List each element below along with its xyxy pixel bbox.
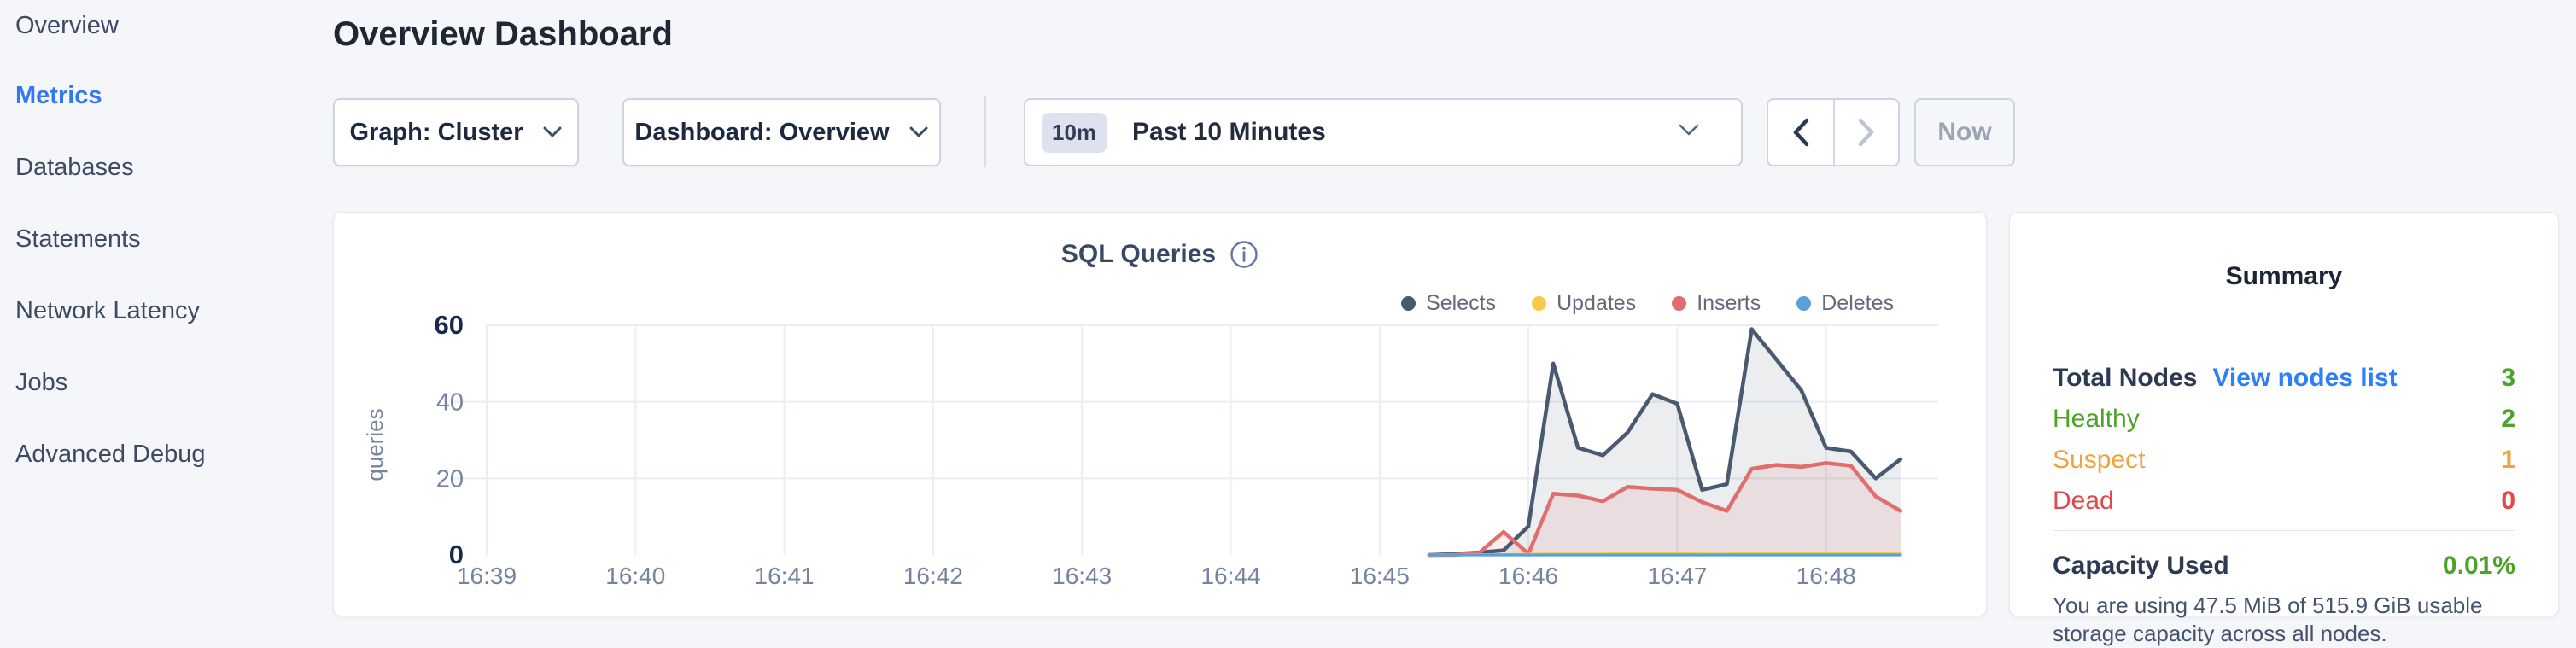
legend-label: Selects xyxy=(1426,291,1497,315)
now-button[interactable]: Now xyxy=(1914,98,2015,166)
time-range-badge: 10m xyxy=(1042,112,1107,153)
svg-text:16:40: 16:40 xyxy=(605,563,665,589)
page-title: Overview Dashboard xyxy=(333,15,673,53)
time-range-label: Past 10 Minutes xyxy=(1132,118,1326,146)
now-button-label: Now xyxy=(1937,118,1992,146)
next-time-button[interactable] xyxy=(1833,100,1898,165)
legend-dot-icon xyxy=(1401,296,1417,311)
summary-row-value: 3 xyxy=(2501,364,2515,392)
svg-text:16:45: 16:45 xyxy=(1350,563,1410,589)
capacity-used-label: Capacity Used xyxy=(2053,552,2229,580)
chart-legend: Selects Updates Inserts Deletes xyxy=(1401,291,1894,316)
sidebar-item-databases[interactable]: Databases xyxy=(15,154,134,181)
summary-row-value: 2 xyxy=(2501,405,2515,433)
legend-item-selects: Selects xyxy=(1401,291,1496,316)
time-range-selector[interactable]: 10m Past 10 Minutes xyxy=(1024,98,1743,166)
svg-text:16:44: 16:44 xyxy=(1200,563,1260,589)
svg-text:queries: queries xyxy=(362,408,388,481)
sidebar-item-jobs[interactable]: Jobs xyxy=(15,369,68,396)
svg-text:16:42: 16:42 xyxy=(903,563,963,589)
chevron-down-icon xyxy=(542,126,563,139)
view-nodes-list-link[interactable]: View nodes list xyxy=(2212,364,2398,392)
info-circle-icon[interactable] xyxy=(1230,240,1259,269)
chart-header: SQL Queries xyxy=(334,240,1986,269)
capacity-used-row: Capacity Used 0.01% xyxy=(2053,547,2515,585)
legend-label: Deletes xyxy=(1821,291,1894,315)
sidebar-item-overview[interactable]: Overview xyxy=(15,12,119,39)
summary-row-label: Healthy xyxy=(2053,405,2140,433)
svg-text:16:48: 16:48 xyxy=(1796,563,1856,589)
sql-queries-chart-card: SQL Queries Selects Updates Inserts Deletes… xyxy=(333,212,1987,616)
summary-row-value: 1 xyxy=(2501,446,2515,474)
chevron-down-icon xyxy=(908,126,929,139)
sidebar-item-network-latency[interactable]: Network Latency xyxy=(15,297,200,324)
summary-divider xyxy=(2053,530,2515,531)
dashboard-dropdown[interactable]: Dashboard: Overview xyxy=(622,98,941,166)
svg-text:0: 0 xyxy=(449,540,464,569)
legend-dot-icon xyxy=(1796,296,1812,311)
legend-label: Inserts xyxy=(1697,291,1761,315)
legend-dot-icon xyxy=(1532,296,1547,311)
summary-row-label: Dead xyxy=(2053,487,2114,515)
legend-item-deletes: Deletes xyxy=(1796,291,1894,316)
svg-text:40: 40 xyxy=(436,389,464,417)
summary-row-suspect: Suspect 1 xyxy=(2053,440,2515,481)
graph-dropdown-label: Graph: Cluster xyxy=(349,118,523,146)
summary-row-dead: Dead 0 xyxy=(2053,481,2515,522)
sidebar-item-statements[interactable]: Statements xyxy=(15,225,141,253)
sidebar: Overview Metrics Databases Statements Networ… xyxy=(0,0,333,623)
summary-row-value: 0 xyxy=(2501,487,2515,515)
sidebar-item-advanced-debug[interactable]: Advanced Debug xyxy=(15,441,206,468)
summary-row-label: Suspect xyxy=(2053,446,2146,474)
dashboard-dropdown-label: Dashboard: Overview xyxy=(634,118,890,146)
main-content: Overview Dashboard Graph: Cluster Dashbo… xyxy=(333,0,2576,646)
summary-rows: Total Nodes View nodes list 3 Healthy 2 Suspe… xyxy=(2053,358,2515,522)
svg-text:16:46: 16:46 xyxy=(1498,563,1558,589)
chevron-left-icon xyxy=(1793,118,1809,147)
legend-dot-icon xyxy=(1672,296,1687,311)
svg-text:16:41: 16:41 xyxy=(755,563,815,589)
legend-item-inserts: Inserts xyxy=(1672,291,1761,316)
capacity-description: You are using 47.5 MiB of 515.9 GiB usab… xyxy=(2053,593,2483,646)
chevron-right-icon xyxy=(1858,118,1874,147)
chevron-down-icon xyxy=(1678,123,1700,142)
capacity-used-value: 0.01% xyxy=(2442,552,2515,580)
prev-time-button[interactable] xyxy=(1768,100,1833,165)
svg-text:20: 20 xyxy=(436,465,464,493)
time-pager xyxy=(1767,98,1900,166)
svg-text:16:43: 16:43 xyxy=(1052,563,1112,589)
summary-row-healthy: Healthy 2 xyxy=(2053,399,2515,440)
sql-queries-chart-plot[interactable]: 16:39 16:40 16:41 16:42 16:43 16:44 16:45 16:46… xyxy=(334,213,1988,617)
graph-dropdown[interactable]: Graph: Cluster xyxy=(333,98,579,166)
svg-text:60: 60 xyxy=(435,310,464,340)
legend-label: Updates xyxy=(1557,291,1637,315)
summary-row-total-nodes: Total Nodes View nodes list 3 xyxy=(2053,358,2515,399)
svg-text:16:47: 16:47 xyxy=(1647,563,1707,589)
legend-item-updates: Updates xyxy=(1532,291,1636,316)
chart-title: SQL Queries xyxy=(1060,240,1217,268)
toolbar-divider xyxy=(984,96,986,167)
summary-card: Summary Total Nodes View nodes list 3 Healt… xyxy=(2009,212,2559,646)
sidebar-item-metrics[interactable]: Metrics xyxy=(15,82,102,109)
summary-row-label: Total Nodes xyxy=(2053,364,2198,392)
summary-title: Summary xyxy=(2225,262,2343,290)
svg-text:16:39: 16:39 xyxy=(457,563,517,589)
